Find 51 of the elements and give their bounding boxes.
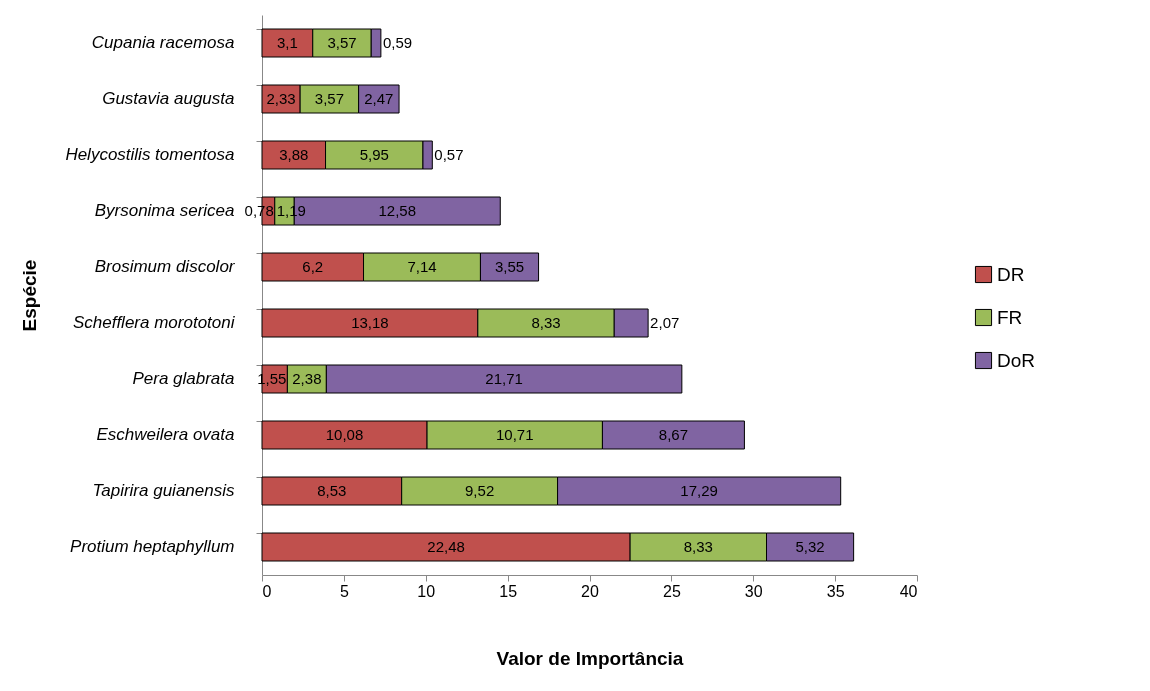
data-label: 0,59	[382, 34, 413, 51]
legend-label: DoR	[997, 349, 1036, 371]
data-label: 8,33	[683, 538, 713, 555]
data-label: 2,07	[650, 314, 680, 331]
data-label: 21,71	[485, 370, 523, 387]
data-label: 0,57	[434, 146, 464, 163]
x-tick-label: 10	[417, 582, 436, 600]
x-tick-label: 25	[662, 582, 681, 600]
data-label: 8,67	[658, 426, 689, 443]
data-label: 5,95	[359, 146, 389, 163]
data-label: 5,32	[795, 538, 825, 555]
y-tick-label: Pera glabrata	[132, 369, 235, 388]
y-tick-label: Tapirira guianensis	[92, 481, 235, 500]
data-label: 3,55	[494, 258, 525, 275]
x-tick-label: 5	[339, 582, 349, 600]
data-label: 22,48	[427, 538, 465, 555]
y-tick-label: Helycostilis tomentosa	[65, 145, 235, 164]
y-tick-label: Byrsonima sericea	[94, 201, 235, 220]
y-axis-title: Espécie	[19, 259, 41, 332]
y-tick-label: Schefflera morototoni	[72, 313, 236, 332]
data-label: 2,33	[266, 90, 296, 107]
y-tick-label: Eschweilera ovata	[96, 425, 235, 444]
x-tick-label: 35	[826, 582, 845, 600]
legend-label: FR	[997, 306, 1023, 328]
legend-label: DR	[997, 263, 1025, 285]
data-label: 2,47	[364, 90, 394, 107]
data-label: 10,08	[325, 426, 364, 443]
data-label: 9,52	[465, 482, 495, 499]
y-tick-label: Protium heptaphyllum	[70, 537, 235, 556]
data-label: 3,1	[276, 34, 298, 51]
x-tick-label: 20	[581, 582, 599, 600]
data-label: 8,33	[531, 314, 561, 331]
data-label: 10,71	[495, 426, 534, 443]
x-axis-title: Valor de Importância	[496, 647, 684, 669]
x-tick-label: 15	[499, 582, 518, 600]
data-label: 7,14	[407, 258, 437, 275]
x-tick-label: 0	[262, 582, 272, 600]
data-label: 13,18	[351, 314, 389, 331]
data-label: 3,57	[314, 90, 344, 107]
data-label: 3,88	[279, 146, 309, 163]
x-tick-label: 40	[899, 582, 918, 600]
data-label: 12,58	[378, 202, 417, 219]
data-label: 3,57	[327, 34, 357, 51]
data-label: 6,2	[302, 258, 324, 275]
data-label: 17,29	[680, 482, 718, 499]
y-tick-label: Cupania racemosa	[91, 33, 235, 52]
y-tick-label: Gustavia augusta	[102, 89, 235, 108]
y-tick-label: Brosimum discolor	[94, 257, 236, 276]
data-label: 2,38	[292, 370, 322, 387]
x-tick-label: 30	[744, 582, 763, 600]
data-label: 8,53	[317, 482, 347, 499]
